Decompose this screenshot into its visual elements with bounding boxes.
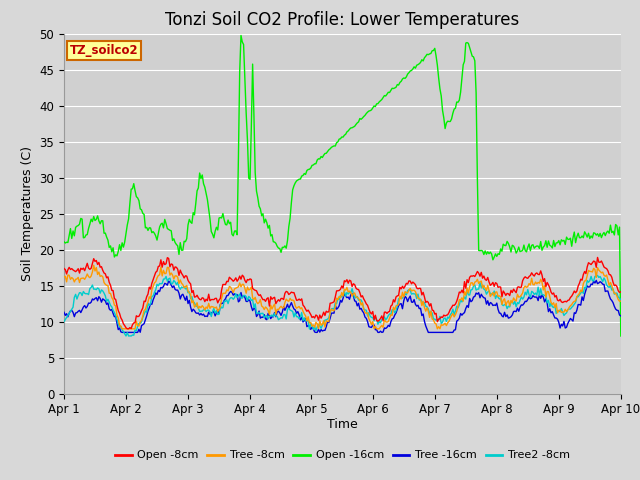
Legend: Open -8cm, Tree -8cm, Open -16cm, Tree -16cm, Tree2 -8cm: Open -8cm, Tree -8cm, Open -16cm, Tree -… [111,446,574,465]
Text: TZ_soilco2: TZ_soilco2 [70,44,138,58]
Title: Tonzi Soil CO2 Profile: Lower Temperatures: Tonzi Soil CO2 Profile: Lower Temperatur… [165,11,520,29]
Y-axis label: Soil Temperatures (C): Soil Temperatures (C) [21,146,34,281]
X-axis label: Time: Time [327,418,358,431]
